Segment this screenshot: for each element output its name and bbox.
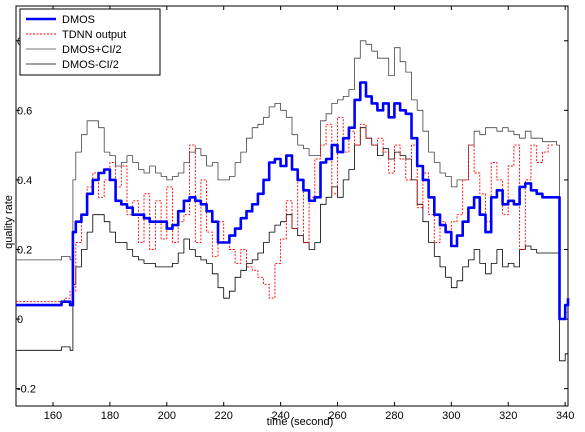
x-tick-label: 180 <box>101 410 119 422</box>
series-line-dmos <box>16 81 570 321</box>
y-tick-label: 0.6 <box>17 105 32 117</box>
series-line-dmos-ci-2 <box>16 40 568 320</box>
y-tick-label: 0 <box>17 314 23 326</box>
x-axis-label: time (second) <box>267 416 334 428</box>
legend-label: TDNN output <box>62 29 126 41</box>
x-tick-label: 160 <box>44 410 62 422</box>
series-line-tdnn-output <box>16 116 554 303</box>
x-tick-label: 200 <box>158 410 176 422</box>
legend-label: DMOS-CI/2 <box>62 59 119 71</box>
y-axis-label: quality rate <box>3 195 15 249</box>
x-tick-label: 220 <box>215 410 233 422</box>
legend: DMOS TDNN output DMOS+CI/2 DMOS-CI/2 <box>19 8 161 76</box>
series-group <box>16 40 570 362</box>
legend-label: DMOS+CI/2 <box>62 44 122 56</box>
y-tick-label: 0.4 <box>17 175 32 187</box>
x-tick-label: 260 <box>328 410 346 422</box>
x-tick-label: 340 <box>556 410 574 422</box>
y-tick-label: -0.2 <box>17 384 36 396</box>
x-tick-label: 280 <box>385 410 403 422</box>
series-line-dmos-ci-2 <box>16 127 568 362</box>
x-tick-label: 300 <box>442 410 460 422</box>
x-tick-label: 240 <box>271 410 289 422</box>
legend-label: DMOS <box>62 14 95 26</box>
y-tick-label: 0.2 <box>17 244 32 256</box>
x-tick-label: 320 <box>499 410 517 422</box>
